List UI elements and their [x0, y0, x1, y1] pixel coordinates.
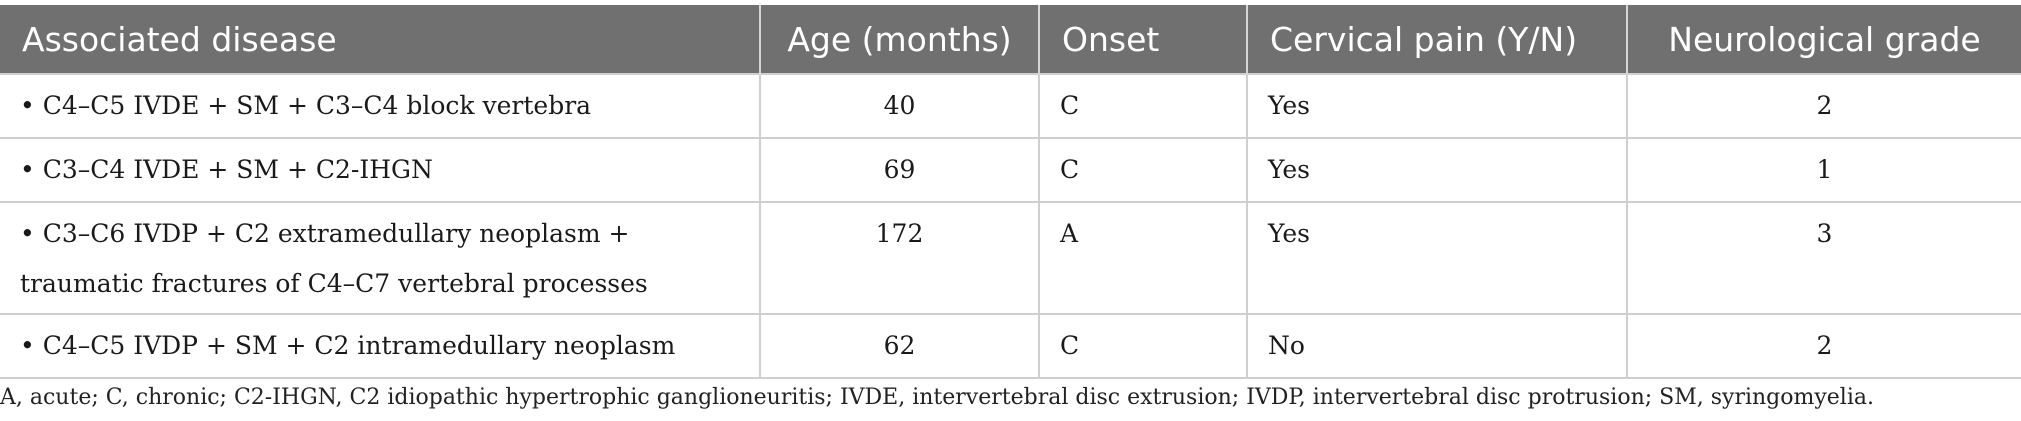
table-row: • C3–C6 IVDP + C2 extramedullary neoplas…	[0, 201, 2021, 314]
cell-age: 62	[759, 313, 1039, 379]
cell-onset: C	[1038, 137, 1247, 202]
cell-associated-disease: • C3–C4 IVDE + SM + C2-IHGN	[0, 137, 760, 202]
table-header-row: Associated disease Age (months) Onset Ce…	[0, 5, 2021, 74]
header-onset: Onset	[1038, 5, 1247, 74]
cell-age: 69	[759, 137, 1039, 202]
cell-text: A	[1060, 219, 1079, 248]
cell-text: 40	[883, 91, 916, 120]
cell-neurological-grade: 2	[1626, 313, 2021, 379]
cell-text: Yes	[1268, 155, 1310, 184]
header-associated-disease: Associated disease	[0, 5, 760, 74]
cell-text: • C3–C6 IVDP + C2 extramedullary neoplas…	[20, 219, 648, 298]
cell-associated-disease: • C4–C5 IVDP + SM + C2 intramedullary ne…	[0, 313, 760, 379]
table-row: • C3–C4 IVDE + SM + C2-IHGN 69 C Yes 1	[0, 137, 2021, 202]
table-row: • C4–C5 IVDE + SM + C3–C4 block vertebra…	[0, 73, 2021, 138]
cell-text: Yes	[1268, 219, 1310, 248]
cell-onset: A	[1038, 201, 1247, 314]
cell-neurological-grade: 1	[1626, 137, 2021, 202]
cell-associated-disease: • C3–C6 IVDP + C2 extramedullary neoplas…	[0, 201, 760, 314]
cell-text: • C4–C5 IVDP + SM + C2 intramedullary ne…	[20, 331, 676, 360]
cell-text: 2	[1816, 91, 1833, 120]
cell-text: 172	[875, 219, 924, 248]
cell-age: 40	[759, 73, 1039, 138]
cell-text: C	[1060, 91, 1080, 120]
cell-cervical-pain: No	[1246, 313, 1627, 379]
cell-age: 172	[759, 201, 1039, 314]
cell-text: • C3–C4 IVDE + SM + C2-IHGN	[20, 155, 433, 184]
cell-text: 2	[1816, 331, 1833, 360]
table-footnote: A, acute; C, chronic; C2-IHGN, C2 idiopa…	[0, 385, 1874, 410]
cell-neurological-grade: 2	[1626, 73, 2021, 138]
header-age-months: Age (months)	[759, 5, 1039, 74]
cell-text: • C4–C5 IVDE + SM + C3–C4 block vertebra	[20, 91, 592, 120]
cell-associated-disease: • C4–C5 IVDE + SM + C3–C4 block vertebra	[0, 73, 760, 138]
header-neurological-grade: Neurological grade	[1626, 5, 2021, 74]
cell-cervical-pain: Yes	[1246, 137, 1627, 202]
cell-text: Yes	[1268, 91, 1310, 120]
cell-text: 3	[1816, 219, 1833, 248]
cell-onset: C	[1038, 313, 1247, 379]
table-row: • C4–C5 IVDP + SM + C2 intramedullary ne…	[0, 313, 2021, 379]
cell-text: C	[1060, 155, 1080, 184]
cell-text: C	[1060, 331, 1080, 360]
cell-text: No	[1268, 331, 1305, 360]
cell-text: 69	[883, 155, 916, 184]
header-cervical-pain: Cervical pain (Y/N)	[1246, 5, 1627, 74]
cell-cervical-pain: Yes	[1246, 73, 1627, 138]
cell-onset: C	[1038, 73, 1247, 138]
cell-text: 1	[1816, 155, 1833, 184]
associated-disease-table: Associated disease Age (months) Onset Ce…	[0, 5, 2021, 379]
cell-neurological-grade: 3	[1626, 201, 2021, 314]
cell-cervical-pain: Yes	[1246, 201, 1627, 314]
cell-text: 62	[883, 331, 916, 360]
data-table-container: Associated disease Age (months) Onset Ce…	[0, 5, 2021, 379]
